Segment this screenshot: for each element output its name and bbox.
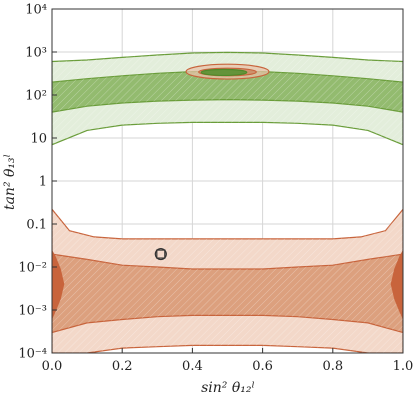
- x-tick-label: 0.4: [182, 359, 203, 374]
- x-tick-label: 0.6: [252, 359, 273, 374]
- x-tick-label: 0.8: [322, 359, 343, 374]
- x-tick-label: 1.0: [393, 359, 414, 374]
- y-tick-label: 1: [39, 175, 47, 190]
- y-tick-label: 10³: [25, 46, 47, 61]
- y-tick-label: 10⁻³: [18, 304, 47, 319]
- x-axis-label: sin² θ₁₂ˡ: [201, 380, 255, 396]
- x-ticks: 0.0 0.2 0.4 0.6 0.8 1.0: [42, 348, 414, 374]
- confidence-region-hatch: [52, 71, 403, 113]
- edge-region: [390, 249, 403, 320]
- marker-square: [156, 249, 166, 259]
- y-tick-label: 10²: [25, 89, 47, 104]
- best-fit-region: [200, 68, 248, 77]
- y-tick-label: 0.1: [26, 218, 47, 233]
- x-tick-label: 0.2: [112, 359, 133, 374]
- y-tick-label: 10: [30, 132, 47, 147]
- y-tick-label: 10⁴: [25, 3, 47, 18]
- confidence-region-hatch: [52, 254, 403, 333]
- x-tick-label: 0.0: [42, 359, 63, 374]
- y-tick-label: 10⁻²: [18, 261, 47, 276]
- regions: [52, 51, 403, 353]
- y-tick-label: 10⁻⁴: [18, 347, 47, 362]
- y-axis-label: tan² θ₁₃ˡ: [2, 154, 18, 210]
- marker-layer: [154, 247, 167, 261]
- marker-circle: [154, 247, 167, 261]
- y-ticks: 10⁻⁴ 10⁻³ 10⁻² 0.1 1 10 10² 10³ 10⁴: [18, 3, 57, 362]
